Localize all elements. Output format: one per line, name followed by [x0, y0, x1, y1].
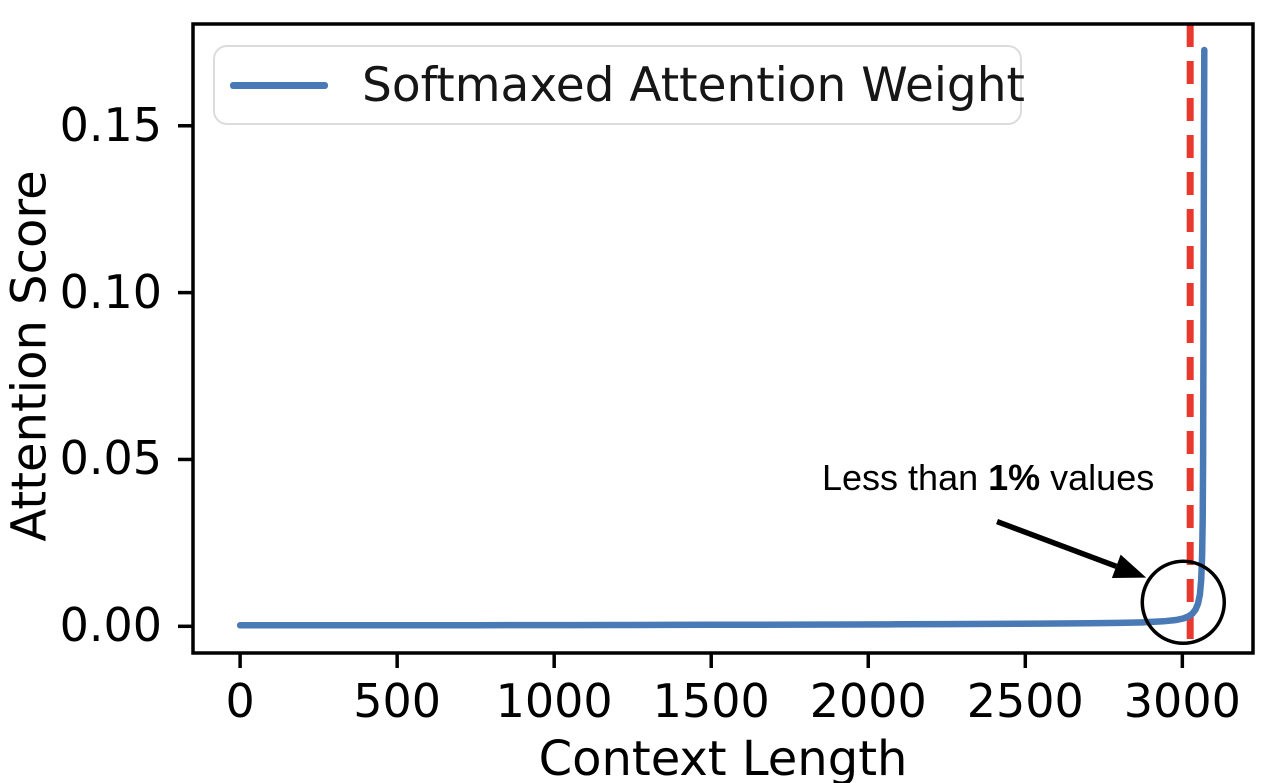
- annotation-arrow-line: [996, 518, 1118, 569]
- annotation-text-suffix: values: [1040, 457, 1155, 498]
- legend-box: Softmaxed Attention Weight: [213, 45, 1025, 125]
- y-tick-label: 0.00: [59, 598, 162, 653]
- annotation-callout: Less than 1% values: [822, 458, 1154, 498]
- x-tick-label: 2000: [809, 674, 927, 728]
- annotation-text-bold: 1%: [988, 457, 1041, 498]
- x-tick-label: 0: [225, 674, 255, 728]
- x-tick-label: 2500: [966, 674, 1084, 728]
- y-tick-label: 0.05: [59, 431, 162, 486]
- legend-line-swatch: [230, 81, 328, 89]
- x-axis-label: Context Length: [538, 731, 908, 783]
- attention-line: [236, 46, 1208, 629]
- annotation-text-prefix: Less than: [822, 457, 989, 498]
- x-tick-label: 3000: [1123, 674, 1241, 728]
- x-tick-label: 1000: [495, 674, 613, 728]
- legend-entry-label: Softmaxed Attention Weight: [362, 57, 1025, 113]
- annotation-circle: [1140, 559, 1227, 646]
- x-tick-label: 1500: [652, 674, 770, 728]
- x-tick-label: 500: [353, 674, 442, 728]
- y-tick-label: 0.10: [59, 264, 162, 319]
- y-axis-label: Attention Score: [1, 170, 58, 542]
- plot-border: [191, 22, 1255, 655]
- annotation-arrow-head: [1111, 554, 1147, 579]
- y-tick-label: 0.15: [59, 97, 162, 152]
